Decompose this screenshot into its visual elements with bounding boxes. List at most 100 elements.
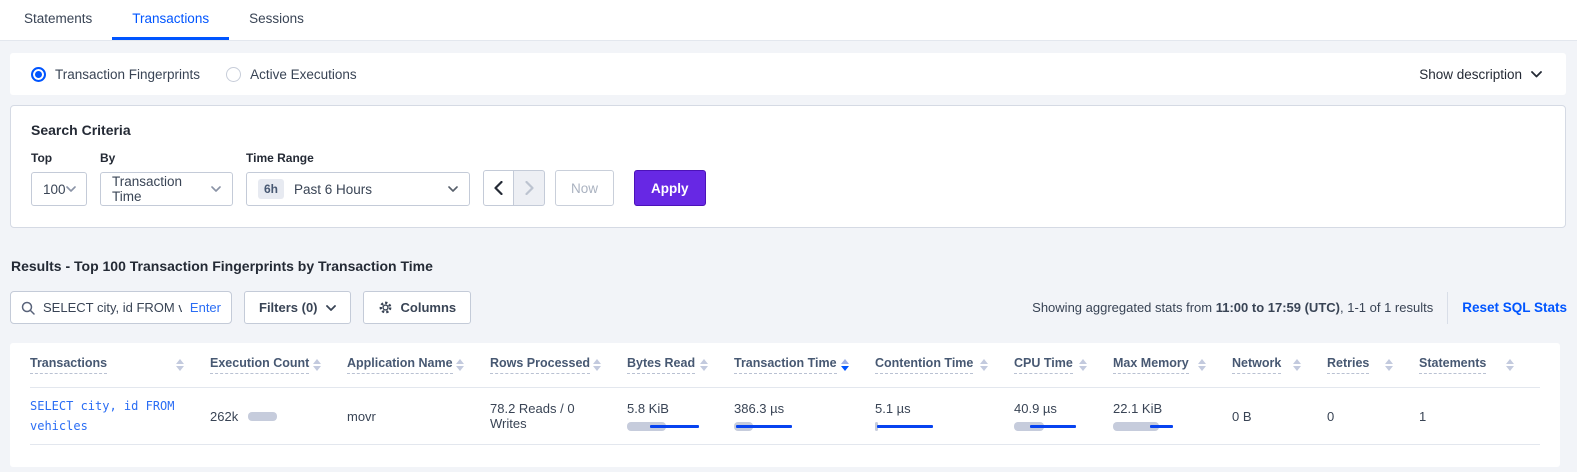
time-range-label: Time Range xyxy=(246,151,314,165)
table-header-row: Transactions Execution Count Application… xyxy=(30,343,1540,388)
execution-count-bar xyxy=(248,411,298,421)
retries-cell: 0 xyxy=(1327,408,1335,424)
radio-label: Transaction Fingerprints xyxy=(55,66,201,82)
statements-cell: 1 xyxy=(1419,408,1427,424)
time-range-badge: 6h xyxy=(258,179,285,199)
page-tabs: Statements Transactions Sessions xyxy=(0,0,1577,41)
table-header-bytes-read[interactable]: Bytes Read xyxy=(627,356,734,374)
table-row: SELECT city, id FROM vehicles 262k movr … xyxy=(30,388,1540,445)
sort-icon[interactable] xyxy=(980,359,988,371)
apply-button[interactable]: Apply xyxy=(634,170,706,206)
next-time-button[interactable] xyxy=(514,170,545,206)
table-header-transactions[interactable]: Transactions xyxy=(30,356,210,374)
top-select-value: 100 xyxy=(43,181,66,197)
gear-icon xyxy=(379,301,391,314)
search-input-value: SELECT city, id FROM vehicles W xyxy=(43,300,182,315)
top-label: Top xyxy=(31,151,53,165)
application-name-cell: movr xyxy=(347,408,376,424)
network-cell: 0 B xyxy=(1232,408,1252,424)
radio-unselected-icon xyxy=(226,66,242,82)
transaction-time-cell: 386.3 µs xyxy=(734,401,875,431)
tab-sessions[interactable]: Sessions xyxy=(249,11,304,26)
cpu-time-cell: 40.9 µs xyxy=(1014,401,1113,431)
sort-icon[interactable] xyxy=(700,359,708,371)
sort-icon[interactable] xyxy=(1198,359,1206,371)
table-header-cpu-time[interactable]: CPU Time xyxy=(1014,356,1113,374)
table-header-transaction-time[interactable]: Transaction Time xyxy=(734,356,875,374)
chevron-down-icon xyxy=(211,186,221,192)
search-input[interactable]: SELECT city, id FROM vehicles W Enter xyxy=(10,291,232,324)
now-button[interactable]: Now xyxy=(555,170,615,206)
results-controls: SELECT city, id FROM vehicles W Enter Fi… xyxy=(10,291,1567,324)
show-description-toggle[interactable]: Show description xyxy=(1419,67,1542,82)
vertical-divider xyxy=(1447,291,1449,324)
sort-icon[interactable] xyxy=(1385,359,1393,371)
sort-icon[interactable] xyxy=(313,359,321,371)
by-select-value: Transaction Time xyxy=(112,174,183,204)
sort-icon[interactable] xyxy=(176,359,184,371)
show-description-label: Show description xyxy=(1419,66,1522,82)
stats-cluster: Showing aggregated stats from 11:00 to 1… xyxy=(1032,291,1567,324)
top-select[interactable]: 100 xyxy=(31,172,87,206)
search-criteria-form: Top 100 By Transaction Time Time Range 6… xyxy=(31,151,1545,206)
search-icon xyxy=(21,301,35,315)
chevron-left-icon xyxy=(494,181,503,195)
bytes-read-bar xyxy=(627,422,715,431)
transaction-fingerprint-link[interactable]: SELECT city, id FROM vehicles xyxy=(30,398,175,433)
rows-processed-cell: 78.2 Reads / 0 Writes xyxy=(490,401,575,431)
time-range-select[interactable]: 6h Past 6 Hours xyxy=(246,172,470,206)
table-header-execution-count[interactable]: Execution Count xyxy=(210,356,347,374)
chevron-down-icon xyxy=(448,186,458,192)
time-nav-group xyxy=(483,170,545,206)
chevron-down-icon xyxy=(325,304,336,311)
sort-icon[interactable] xyxy=(1293,359,1301,371)
sort-icon[interactable] xyxy=(1079,359,1087,371)
view-toggle-card: Transaction Fingerprints Active Executio… xyxy=(10,53,1566,95)
stats-time-range: 11:00 to 17:59 (UTC) xyxy=(1215,300,1340,315)
tab-statements[interactable]: Statements xyxy=(24,11,93,26)
transaction-time-bar xyxy=(734,422,822,431)
columns-button[interactable]: Columns xyxy=(362,291,472,324)
search-enter-button[interactable]: Enter xyxy=(189,300,221,315)
columns-label: Columns xyxy=(400,300,457,315)
stats-summary: Showing aggregated stats from 11:00 to 1… xyxy=(1032,300,1434,315)
sort-icon[interactable] xyxy=(593,359,601,371)
search-criteria-card: Search Criteria Top 100 By Transaction T… xyxy=(10,105,1566,228)
transactions-table: Transactions Execution Count Application… xyxy=(10,343,1560,467)
filters-label: Filters (0) xyxy=(259,300,318,315)
table-header-retries[interactable]: Retries xyxy=(1327,356,1419,374)
tab-transactions[interactable]: Transactions xyxy=(112,0,230,40)
sort-icon[interactable] xyxy=(456,359,464,371)
table-header-application-name[interactable]: Application Name xyxy=(347,356,490,374)
bytes-read-cell: 5.8 KiB xyxy=(627,401,734,431)
table-header-contention-time[interactable]: Contention Time xyxy=(875,356,1014,374)
table-header-network[interactable]: Network xyxy=(1232,356,1327,374)
by-label: By xyxy=(100,151,116,165)
execution-count-cell: 262k xyxy=(210,409,331,424)
prev-time-button[interactable] xyxy=(483,170,514,206)
by-select[interactable]: Transaction Time xyxy=(100,172,233,206)
radio-label: Active Executions xyxy=(250,66,357,82)
filters-button[interactable]: Filters (0) xyxy=(244,291,351,324)
chevron-down-icon xyxy=(1531,70,1542,77)
contention-time-cell: 5.1 µs xyxy=(875,401,1014,431)
table-header-rows-processed[interactable]: Rows Processed xyxy=(490,356,627,374)
sort-icon[interactable] xyxy=(1506,359,1514,371)
sort-icon-active[interactable] xyxy=(841,359,849,371)
view-radio-group: Transaction Fingerprints Active Executio… xyxy=(31,66,357,82)
table-header-statements[interactable]: Statements xyxy=(1419,356,1540,374)
results-heading: Results - Top 100 Transaction Fingerprin… xyxy=(11,258,433,274)
search-criteria-title: Search Criteria xyxy=(31,122,131,138)
radio-active-executions[interactable]: Active Executions xyxy=(226,66,357,82)
max-memory-cell: 22.1 KiB xyxy=(1113,401,1232,431)
radio-selected-icon xyxy=(31,66,46,82)
radio-transaction-fingerprints[interactable]: Transaction Fingerprints xyxy=(31,66,201,82)
cpu-time-bar xyxy=(1014,422,1102,431)
max-memory-bar xyxy=(1113,422,1201,431)
chevron-right-icon xyxy=(524,181,534,195)
chevron-down-icon xyxy=(65,186,76,192)
time-range-value: Past 6 Hours xyxy=(294,181,373,197)
reset-sql-stats-link[interactable]: Reset SQL Stats xyxy=(1462,300,1567,315)
table-header-max-memory[interactable]: Max Memory xyxy=(1113,356,1232,374)
contention-time-bar xyxy=(875,422,963,431)
